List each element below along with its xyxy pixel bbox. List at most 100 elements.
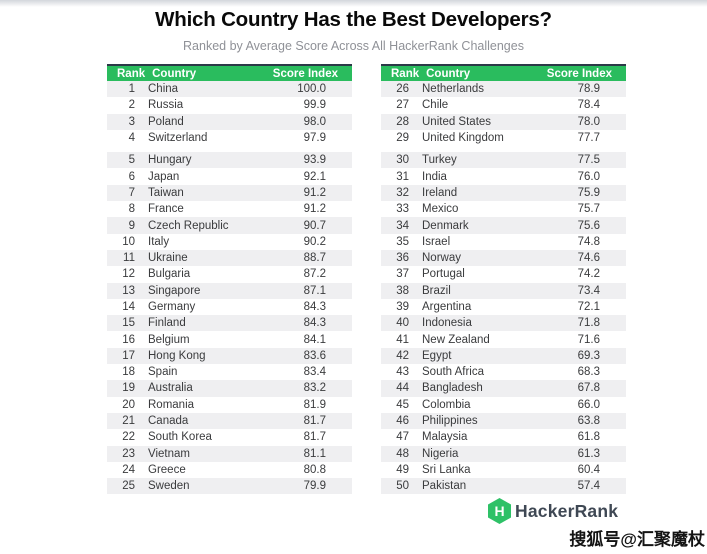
rank-cell: 17	[122, 349, 135, 362]
score-cell: 77.5	[577, 154, 600, 167]
score-cell: 61.3	[577, 447, 600, 460]
rank-cell: 43	[396, 366, 409, 379]
table-row: 25 Sweden 79.9	[107, 478, 352, 495]
rank-cell: 41	[396, 333, 409, 346]
rank-cell: 2	[128, 99, 135, 112]
country-cell: Egypt	[422, 349, 452, 362]
rank-cell: 9	[128, 219, 135, 232]
score-cell: 91.2	[303, 203, 326, 216]
table-row: 19 Australia 83.2	[107, 380, 352, 397]
score-cell: 80.8	[303, 463, 326, 476]
country-cell: Japan	[148, 170, 180, 183]
table-row: 32 Ireland 75.9	[381, 184, 626, 202]
score-cell: 81.7	[303, 415, 326, 428]
country-cell: Chile	[422, 99, 449, 112]
table-row: 1 China 100.0	[107, 81, 352, 98]
score-cell: 93.9	[303, 154, 326, 167]
score-cell: 57.4	[577, 480, 600, 493]
table-body-left: 1 China 100.0 2 Russia 99.9 3 Poland 98.0 4 Switze…	[107, 81, 352, 495]
table-row: 12 Bulgaria 87.2	[107, 266, 352, 282]
country-cell: Indonesia	[422, 317, 472, 330]
rank-cell: 40	[396, 317, 409, 330]
score-cell: 73.4	[577, 284, 600, 297]
table-row: 28 United States 78.0	[381, 113, 626, 130]
rank-cell: 50	[396, 480, 409, 493]
score-cell: 97.9	[303, 132, 326, 145]
rank-column-header: Rank	[391, 67, 420, 80]
country-cell: Singapore	[148, 284, 201, 297]
ranking-tables: Rank Country Score Index 1 China 100.0 2 Rus…	[107, 64, 707, 495]
top-fade-divider	[0, 0, 707, 7]
table-row: 27 Chile 78.4	[381, 97, 626, 113]
country-cell: Colombia	[422, 398, 471, 411]
country-cell: Pakistan	[422, 480, 467, 493]
page-subtitle: Ranked by Average Score Across All Hacke…	[183, 39, 524, 53]
country-cell: Netherlands	[422, 83, 485, 96]
score-cell: 74.8	[577, 235, 600, 248]
table-row: 10 Italy 90.2	[107, 234, 352, 250]
table-row: 48 Nigeria 61.3	[381, 445, 626, 462]
table-row: 23 Vietnam 81.1	[107, 445, 352, 462]
table-row: 2 Russia 99.9	[107, 97, 352, 113]
table-row: 31 India 76.0	[381, 168, 626, 184]
table-row: 50 Pakistan 57.4	[381, 478, 626, 495]
table-header: Rank Country Score Index	[107, 64, 352, 81]
rank-cell: 27	[396, 99, 409, 112]
rank-cell: 18	[122, 366, 135, 379]
country-cell: Taiwan	[148, 186, 184, 199]
table-row: 21 Canada 81.7	[107, 412, 352, 430]
score-cell: 90.7	[303, 219, 326, 232]
score-cell: 78.4	[577, 99, 600, 112]
country-cell: Ireland	[422, 186, 458, 199]
table-row: 35 Israel 74.8	[381, 234, 626, 250]
table-row: 4 Switzerland 97.9	[107, 130, 352, 146]
country-cell: Germany	[148, 301, 196, 313]
rank-cell: 21	[122, 415, 135, 428]
rank-cell: 12	[122, 268, 135, 281]
rank-cell: 4	[128, 132, 135, 145]
country-cell: Bangladesh	[422, 382, 483, 395]
score-cell: 84.3	[303, 317, 326, 330]
country-cell: Italy	[148, 235, 170, 248]
table-row: 7 Taiwan 91.2	[107, 184, 352, 202]
rank-cell: 44	[396, 382, 409, 395]
table-row: 14 Germany 84.3	[107, 299, 352, 315]
table-row: 9 Czech Republic 90.7	[107, 217, 352, 234]
country-cell: Nigeria	[422, 447, 459, 460]
score-cell: 83.6	[303, 349, 326, 362]
country-cell: Argentina	[422, 301, 472, 313]
score-cell: 91.2	[303, 186, 326, 199]
country-cell: Vietnam	[148, 447, 190, 460]
country-cell: Israel	[422, 235, 451, 248]
rank-cell: 33	[396, 203, 409, 216]
score-cell: 71.6	[577, 333, 600, 346]
rank-cell: 13	[122, 284, 135, 297]
score-cell: 77.7	[577, 132, 600, 145]
rank-cell: 49	[396, 463, 409, 476]
table-row: 22 South Korea 81.7	[107, 429, 352, 445]
table-row: 41 New Zealand 71.6	[381, 331, 626, 347]
country-cell: China	[148, 83, 179, 96]
rank-cell: 3	[128, 115, 135, 128]
rank-cell: 11	[123, 252, 135, 265]
country-cell: Sweden	[148, 480, 190, 493]
country-cell: South Korea	[148, 431, 212, 444]
score-cell: 68.3	[577, 366, 600, 379]
rank-cell: 5	[128, 154, 135, 167]
rank-cell: 45	[396, 398, 409, 411]
table-header: Rank Country Score Index	[381, 64, 626, 81]
score-cell: 98.0	[303, 115, 326, 128]
score-cell: 92.1	[303, 170, 326, 183]
hackerrank-wordmark: HackerRank	[515, 500, 619, 521]
ranking-table-left: Rank Country Score Index 1 China 100.0 2 Rus…	[107, 64, 352, 495]
rank-cell: 48	[396, 447, 409, 460]
rank-cell: 31	[396, 170, 409, 183]
score-cell: 78.0	[577, 115, 600, 128]
table-row: 26 Netherlands 78.9	[381, 81, 626, 98]
country-cell: Canada	[148, 415, 189, 428]
table-row: 16 Belgium 84.1	[107, 331, 352, 347]
score-cell: 72.1	[577, 301, 600, 313]
score-cell: 83.4	[303, 366, 326, 379]
country-cell: Turkey	[422, 154, 457, 167]
score-cell: 87.2	[303, 268, 326, 281]
